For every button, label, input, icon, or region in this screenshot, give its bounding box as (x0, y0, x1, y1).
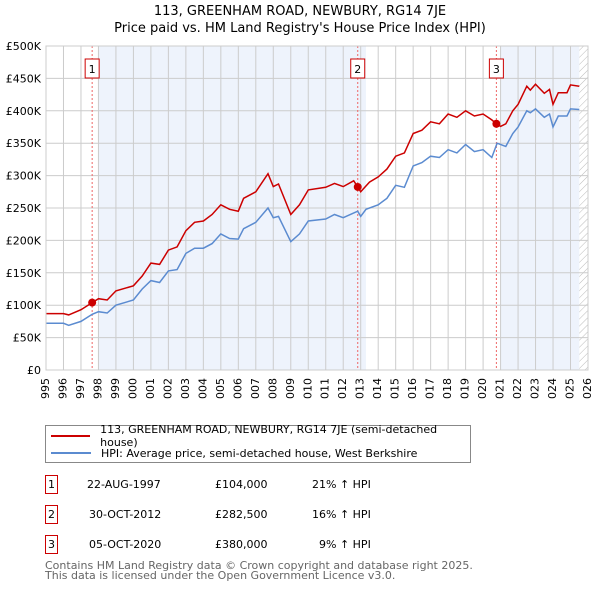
sale-label-box (84, 58, 100, 79)
y-tick-label: £0 (27, 364, 41, 377)
sale-date: 05-OCT-2020 (89, 538, 162, 551)
x-tick-label: 2002 (161, 378, 174, 400)
x-tick-label: 2011 (319, 378, 332, 400)
x-tick-label: 1996 (56, 378, 69, 400)
y-tick-label: £150K (6, 267, 42, 280)
x-tick-label: 2006 (231, 378, 244, 400)
sale-row: 2 30-OCT-2012 £282,500 16% ↑ HPI (45, 505, 445, 525)
x-tick-label: 2007 (249, 378, 262, 400)
footer-licence: This data is licensed under the Open Gov… (45, 569, 396, 582)
y-tick-label: £450K (6, 72, 42, 85)
y-tick-label: £200K (6, 234, 42, 247)
x-tick-label: 2004 (196, 378, 209, 400)
x-tick-label: 2013 (354, 378, 367, 400)
legend-swatch-red (51, 435, 91, 437)
y-tick-label: £100K (6, 299, 42, 312)
chart-title: 113, GREENHAM ROAD, NEWBURY, RG14 7JE (153, 4, 447, 19)
sale-price: £104,000 (215, 478, 268, 491)
x-tick-label: 2019 (459, 378, 472, 400)
y-tick-label: £350K (6, 137, 42, 150)
x-tick-label: 2025 (564, 378, 577, 400)
legend-item-property: 113, GREENHAM ROAD, NEWBURY, RG14 7JE (s… (46, 423, 470, 449)
plot-border (45, 45, 589, 371)
sale-label-box (350, 58, 366, 79)
x-tick-label: 2003 (179, 378, 192, 400)
price-chart: 1995 1996 1997 1998 1999 2000 2001 2002 2003 2004… (6, 40, 594, 400)
x-tick-label: 1999 (109, 378, 122, 400)
x-tick-label: 2009 (284, 378, 297, 400)
y-tick-label: £300K (6, 170, 42, 183)
sale-badge: 3 (45, 535, 58, 554)
sale-label: 3 (493, 63, 500, 76)
y-tick-label: £50K (13, 332, 42, 345)
sale-point (88, 298, 97, 307)
x-tick-label: 2015 (389, 378, 402, 400)
x-tick-label: 1997 (74, 378, 87, 400)
sale-point (353, 182, 362, 191)
x-tick-label: 2026 (581, 378, 594, 400)
chart-subtitle: Price paid vs. HM Land Registry's House … (114, 21, 486, 36)
sale-badge: 1 (45, 475, 58, 494)
sale-price: £282,500 (215, 508, 268, 521)
legend-label: 113, GREENHAM ROAD, NEWBURY, RG14 7JE (s… (100, 423, 438, 449)
sale-price: £380,000 (215, 538, 268, 551)
x-tick-label: 2017 (424, 378, 437, 400)
sale-hpi: 9% ↑ HPI (319, 538, 371, 551)
sale-date: 30-OCT-2012 (89, 508, 162, 521)
x-tick-label: 2010 (301, 378, 314, 400)
sale-hpi: 21% ↑ HPI (312, 478, 371, 491)
y-tick-label: £250K (6, 202, 42, 215)
property-price-line (46, 83, 580, 316)
x-tick-label: 2005 (214, 378, 227, 400)
x-tick-label: 2024 (546, 378, 559, 400)
footer-copyright: Contains HM Land Registry data © Crown c… (45, 559, 473, 572)
x-tick-label: 2008 (266, 378, 279, 400)
sale-row: 3 05-OCT-2020 £380,000 9% ↑ HPI (45, 535, 445, 555)
y-tick-label: £500K (6, 40, 42, 53)
hpi-line (46, 107, 580, 327)
legend-swatch-blue (51, 452, 91, 454)
sale-hpi: 16% ↑ HPI (312, 508, 371, 521)
x-tick-label: 1998 (91, 378, 104, 400)
legend-label: HPI: Average price, semi-detached house,… (101, 446, 418, 460)
legend-item-hpi: HPI: Average price, semi-detached house,… (46, 445, 417, 461)
sale-label-box (488, 58, 504, 79)
legend: 113, GREENHAM ROAD, NEWBURY, RG14 7JE (s… (45, 423, 471, 463)
x-tick-label: 2022 (511, 378, 524, 400)
x-tick-label: 2020 (476, 378, 489, 400)
x-tick-label: 2021 (494, 378, 507, 400)
x-tick-label: 2001 (144, 378, 157, 400)
x-tick-label: 2018 (441, 378, 454, 400)
y-tick-label: £400K (6, 105, 42, 118)
sale-label: 1 (89, 63, 96, 76)
x-tick-label: 2023 (529, 378, 542, 400)
x-tick-label: 2012 (336, 378, 349, 400)
sale-row: 1 22-AUG-1997 £104,000 21% ↑ HPI (45, 475, 445, 495)
sale-point (492, 119, 501, 128)
x-tick-label: 1995 (39, 378, 52, 400)
x-tick-label: 2016 (406, 378, 419, 400)
x-tick-label: 2000 (126, 378, 139, 400)
sale-label: 2 (354, 63, 361, 76)
sale-badge: 2 (45, 505, 58, 524)
x-tick-label: 2014 (371, 378, 384, 400)
sale-date: 22-AUG-1997 (87, 478, 161, 491)
